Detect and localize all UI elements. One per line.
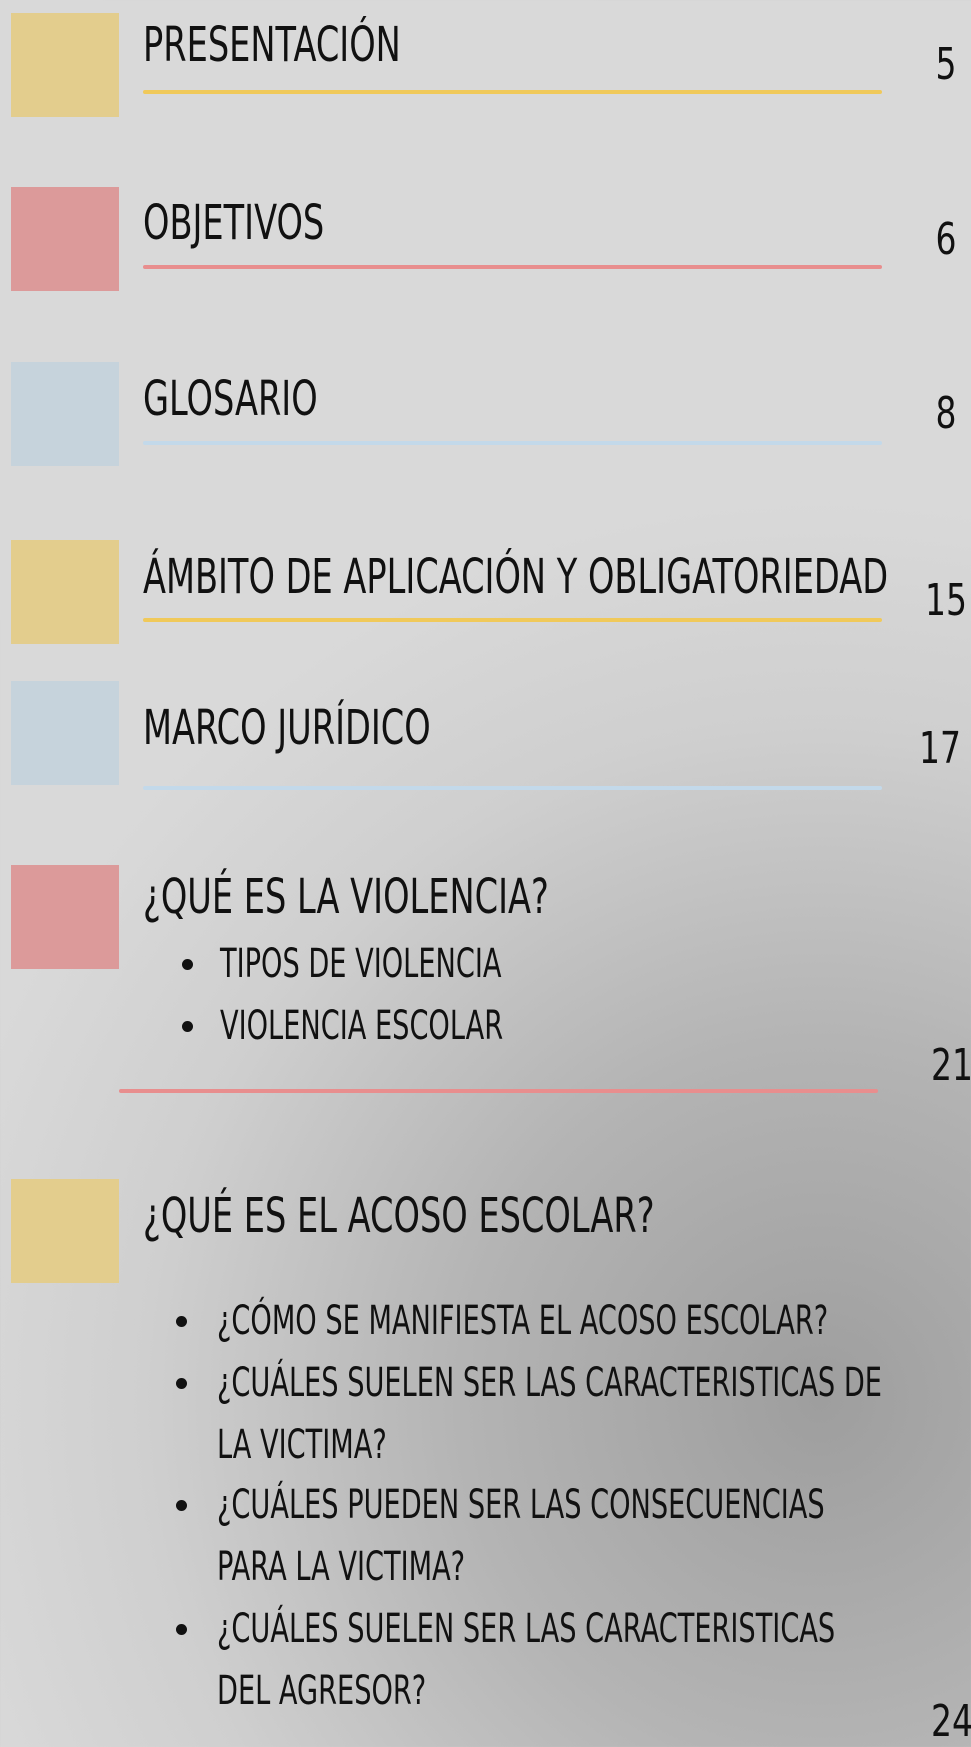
- entry-title: OBJETIVOS: [143, 195, 324, 251]
- entry-title: ¿QUÉ ES LA VIOLENCIA?: [143, 869, 549, 925]
- bullet: [176, 1500, 187, 1511]
- underline: [119, 1089, 878, 1093]
- underline: [143, 90, 882, 94]
- page-number: 5: [936, 40, 957, 90]
- underline: [143, 265, 882, 269]
- underline: [143, 618, 882, 622]
- entry-title: GLOSARIO: [143, 371, 318, 427]
- underline: [143, 786, 882, 790]
- entry-title: PRESENTACIÓN: [143, 17, 401, 73]
- page-number: 24: [931, 1697, 971, 1747]
- subitem: ¿CUÁLES PUEDEN SER LAS CONSECUENCIAS PAR…: [217, 1474, 897, 1598]
- color-square: [11, 362, 119, 466]
- entry-title: ¿QUÉ ES EL ACOSO ESCOLAR?: [143, 1188, 655, 1244]
- color-square: [11, 865, 119, 969]
- page-number: 8: [936, 389, 957, 439]
- underline: [143, 441, 882, 445]
- color-square: [11, 187, 119, 291]
- bullet: [176, 1378, 187, 1389]
- entry-title: ÁMBITO DE APLICACIÓN Y OBLIGATORIEDAD: [143, 549, 888, 605]
- bullet: [176, 1624, 187, 1635]
- color-square: [11, 540, 119, 644]
- subitem: TIPOS DE VIOLENCIA: [220, 933, 501, 995]
- page: {"entries": [ {"title": "PRESENTACIÓN", …: [0, 0, 971, 1747]
- subitem: ¿CUÁLES SUELEN SER LAS CARACTERISTICAS D…: [217, 1598, 897, 1722]
- subitem: ¿CUÁLES SUELEN SER LAS CARACTERISTICAS D…: [217, 1352, 897, 1476]
- page-number: 15: [925, 576, 967, 626]
- subitem: VIOLENCIA ESCOLAR: [220, 995, 503, 1057]
- color-square: [11, 13, 119, 117]
- table-of-contents: PRESENTACIÓN 5 OBJETIVOS 6 GLOSARIO 8 ÁM…: [0, 0, 971, 1747]
- bullet: [182, 959, 193, 970]
- entry-title: MARCO JURÍDICO: [143, 700, 431, 756]
- page-number: 6: [936, 215, 957, 265]
- bullet: [176, 1316, 187, 1327]
- bullet: [182, 1021, 193, 1032]
- color-square: [11, 1179, 119, 1283]
- subitem: ¿CÓMO SE MANIFIESTA EL ACOSO ESCOLAR?: [217, 1290, 897, 1352]
- page-number: 21: [931, 1041, 971, 1091]
- page-number: 17: [919, 724, 961, 774]
- color-square: [11, 681, 119, 785]
